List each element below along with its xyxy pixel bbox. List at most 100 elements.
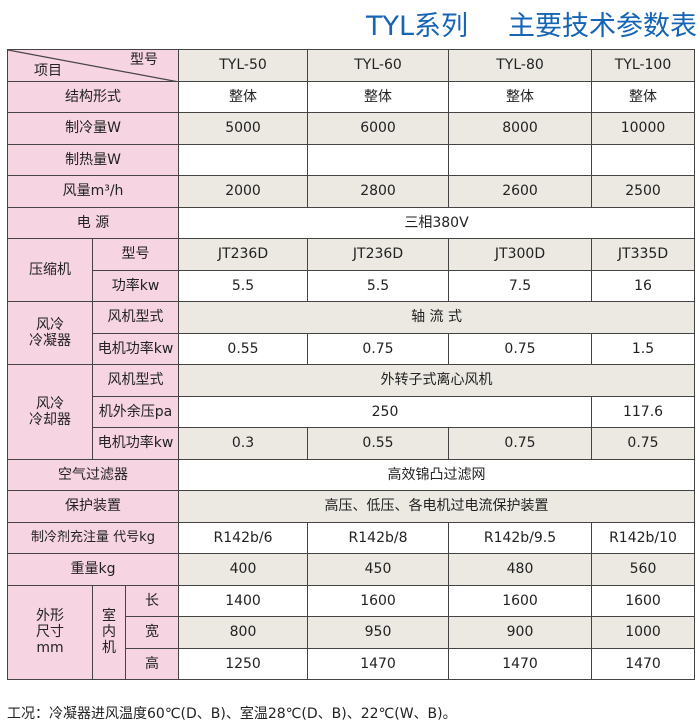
cell: 450 bbox=[307, 553, 450, 586]
group-label: 压缩机 bbox=[7, 238, 93, 302]
cell: 480 bbox=[448, 553, 593, 586]
cell: JT300D bbox=[448, 238, 593, 271]
cell: R142b/8 bbox=[307, 521, 450, 554]
item-label: 项目 bbox=[34, 62, 62, 79]
model-header: TYL-80 bbox=[448, 49, 593, 82]
row-label: 机外余压pa bbox=[91, 395, 180, 428]
row-label: 电机功率kw bbox=[91, 427, 180, 460]
table-row: 电 源三相380V bbox=[6, 206, 696, 239]
table-row: 电机功率kw 0.3 0.55 0.75 0.75 bbox=[8, 427, 696, 460]
row-label: 功率kw bbox=[91, 269, 180, 302]
cell: 1600 bbox=[307, 584, 450, 617]
page-title: TYL系列 主要技术参数表 bbox=[366, 4, 697, 43]
cell: 800 bbox=[178, 616, 309, 649]
cell: 0.3 bbox=[178, 427, 309, 460]
cell: 1000 bbox=[591, 616, 696, 649]
cell: JT236D bbox=[178, 238, 309, 271]
cell: 5000 bbox=[178, 112, 309, 145]
cell: R142b/6 bbox=[178, 521, 309, 554]
row-label: 型号 bbox=[91, 238, 180, 271]
group-label: 风冷 冷凝器 bbox=[7, 301, 93, 365]
cell: 0.75 bbox=[307, 332, 450, 365]
cell: 1470 bbox=[448, 647, 593, 680]
cell: R142b/10 bbox=[591, 521, 696, 554]
row-label: 重量kg bbox=[6, 553, 180, 586]
row-label: 制冷量W bbox=[6, 112, 180, 145]
row-label: 保护装置 bbox=[6, 490, 180, 523]
cell: 0.55 bbox=[178, 332, 309, 365]
cell: 1600 bbox=[448, 584, 593, 617]
cell: 2000 bbox=[178, 175, 309, 208]
cell: 整体 bbox=[591, 80, 696, 113]
table-row: 风冷 冷却器 风机型式 外转子式离心风机 bbox=[7, 364, 696, 460]
table-row: 结构形式 整体 整体 整体 整体 bbox=[6, 80, 696, 113]
table-row: 高 1250 1470 1470 1470 bbox=[8, 647, 696, 680]
cell: 1470 bbox=[591, 647, 696, 680]
row-label: 电 源 bbox=[6, 206, 180, 239]
cell: 整体 bbox=[178, 80, 309, 113]
row-label: 制冷剂充注量 代号kg bbox=[6, 521, 180, 554]
table-row: 制热量W bbox=[6, 143, 696, 176]
table-row: 风量m³/h 2000 2800 2600 2500 bbox=[6, 175, 696, 208]
row-label: 结构形式 bbox=[6, 80, 180, 113]
cell: 三相380V bbox=[178, 206, 696, 239]
table-row: 机外余压pa 250 117.6 bbox=[8, 395, 696, 428]
group-label: 风冷 冷却器 bbox=[7, 364, 93, 460]
table-row: 制冷剂充注量 代号kg R142b/6 R142b/8 R142b/9.5 R142b/… bbox=[6, 521, 696, 554]
cell: 整体 bbox=[307, 80, 450, 113]
cell: 400 bbox=[178, 553, 309, 586]
group-label: 室 内 机 bbox=[92, 584, 126, 680]
title-name: 主要技术参数表 bbox=[508, 11, 698, 42]
footnote: 工况：冷凝器进风温度60℃(D、B)、室温28℃(D、B)、22℃(W、B)。 bbox=[7, 706, 457, 722]
model-header: TYL-100 bbox=[591, 49, 696, 82]
table-row: 重量kg 400 450 480 560 bbox=[6, 553, 696, 586]
row-label: 制热量W bbox=[6, 143, 180, 176]
cell: 900 bbox=[448, 616, 593, 649]
table-row: 风冷 冷凝器 风机型式轴 流 式 bbox=[7, 301, 696, 365]
cell: 0.75 bbox=[591, 427, 696, 460]
cell: 950 bbox=[307, 616, 450, 649]
cell: JT335D bbox=[591, 238, 696, 271]
cell: 高效锦凸过滤网 bbox=[178, 458, 696, 491]
cell: 560 bbox=[591, 553, 696, 586]
cell: 1400 bbox=[178, 584, 309, 617]
table-row: 空气过滤器 高效锦凸过滤网 bbox=[6, 458, 696, 491]
cell: 1.5 bbox=[591, 332, 696, 365]
cell: 0.75 bbox=[448, 332, 593, 365]
row-label: 电机功率kw bbox=[91, 332, 180, 365]
cell: 5.5 bbox=[307, 269, 450, 302]
cell: JT236D bbox=[307, 238, 450, 271]
cell: 2600 bbox=[448, 175, 593, 208]
cell: 高压、低压、各电机过电流保护装置 bbox=[178, 490, 696, 523]
cell: 0.75 bbox=[448, 427, 593, 460]
table-row: 制冷量W 5000 6000 8000 10000 bbox=[6, 112, 696, 145]
model-label: 型号 bbox=[130, 52, 159, 68]
row-label: 空气过滤器 bbox=[6, 458, 180, 491]
spec-table: 型号 项目 TYL-50 TYL-60 TYL-80 TYL-100 结构形式 整体 整体整… bbox=[6, 49, 696, 680]
model-header: TYL-60 bbox=[307, 49, 450, 82]
header-corner: 型号项目 bbox=[6, 49, 180, 82]
title-series: TYL系列 bbox=[366, 11, 469, 42]
cell bbox=[307, 143, 450, 176]
cell: 整体 bbox=[448, 80, 593, 113]
cell: 16 bbox=[591, 269, 696, 302]
cell: 轴 流 式 bbox=[178, 301, 696, 334]
row-label: 风量m³/h bbox=[6, 175, 180, 208]
cell: 10000 bbox=[591, 112, 696, 145]
cell: 8000 bbox=[448, 112, 593, 145]
cell: 1600 bbox=[591, 584, 696, 617]
model-header: TYL-50 bbox=[178, 49, 309, 82]
row-label: 宽 bbox=[124, 616, 180, 649]
table-row: 功率kw 5.5 5.5 7.5 16 bbox=[8, 269, 696, 302]
cell: 1470 bbox=[307, 647, 450, 680]
header-row: 型号项目 TYL-50 TYL-60 TYL-80 TYL-100 bbox=[6, 49, 696, 82]
cell: 外转子式离心风机 bbox=[178, 364, 696, 397]
group-label: 外形 尺寸 mm bbox=[7, 584, 93, 680]
row-label: 风机型式 bbox=[91, 364, 180, 397]
cell: 0.55 bbox=[307, 427, 450, 460]
cell bbox=[178, 143, 309, 176]
table-row: 外形 尺寸 mm 室 内 机长 1400 1600 1600 1600 bbox=[7, 584, 696, 680]
row-label: 长 bbox=[124, 584, 180, 617]
cell: 1250 bbox=[178, 647, 309, 680]
cell bbox=[591, 143, 696, 176]
